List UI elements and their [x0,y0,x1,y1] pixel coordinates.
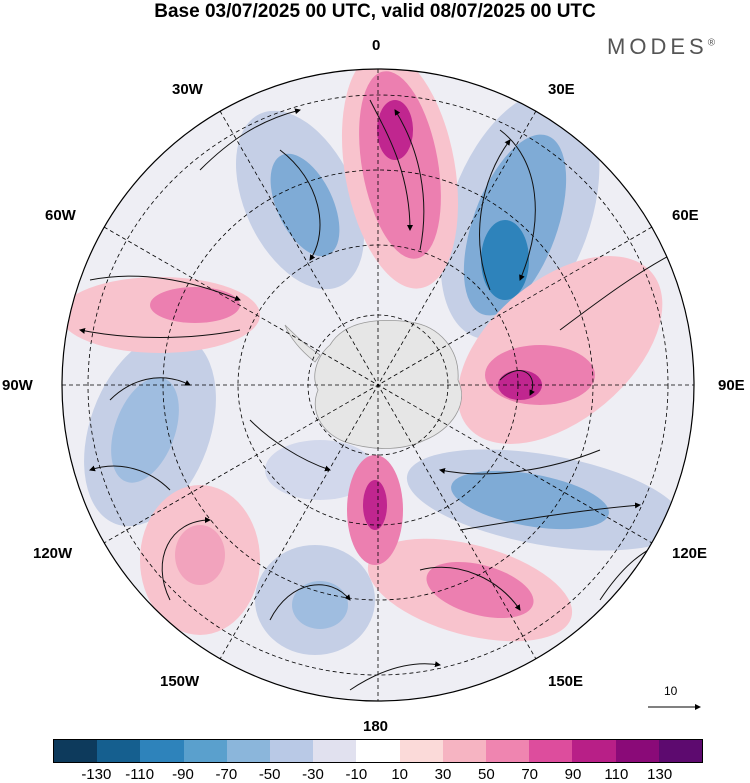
colorbar-tick-label: 90 [564,766,582,783]
colorbar-swatch [658,740,703,762]
colorbar-swatch [313,740,357,762]
lon-label-150w: 150W [160,673,200,690]
graticule [62,69,694,701]
colorbar-swatch [54,740,98,762]
antarctic-peninsula [284,324,321,363]
antarctica-landmass [314,320,462,449]
colorbar-tick-label: -110 [125,766,155,783]
colorbar-swatch [486,740,530,762]
colorbar-swatch [97,740,141,762]
lon-label-30w: 30W [172,81,203,98]
colorbar-swatch [442,740,487,762]
anomaly-field [62,69,694,701]
map-border [61,68,695,702]
colorbar-tick-label: 10 [391,766,408,783]
positive-anomaly-d-core [175,525,225,585]
negative-anomaly-f [265,440,375,500]
colorbar-swatch [270,740,314,762]
positive-anomaly-f-core [363,480,387,530]
lon-label-60w: 60W [45,207,76,224]
lon-label-150e: 150E [548,673,584,690]
colorbar-swatch [615,740,659,762]
streamlines [79,99,681,691]
colorbar-tick-label: -70 [215,766,238,783]
colorbar-swatch [529,740,573,762]
reference-vector-label: 10 [664,684,678,698]
positive-anomaly-e-core [426,561,534,619]
colorbar-swatch [399,740,443,762]
colorbar-swatch [356,740,400,762]
colorbar-tick-label: 30 [434,766,452,783]
lon-label-120w: 120W [33,545,73,562]
positive-anomaly-c-core [150,287,240,323]
colorbar-tick-label: -10 [345,766,368,783]
colorbar [53,739,703,763]
colorbar-swatch [572,740,616,762]
colorbar-swatch [183,740,227,762]
colorbar-tick-label: -130 [81,766,112,783]
lon-label-90e: 90E [718,377,745,394]
lon-label-30e: 30E [548,81,575,98]
lon-label-0: 0 [372,37,381,54]
lon-label-120e: 120E [672,545,708,562]
colorbar-tick-label: 130 [647,766,673,783]
lon-label-90w: 90W [2,377,33,394]
colorbar-tick-label: -30 [302,766,324,783]
negative-anomaly-a-center [481,220,529,300]
lon-label-60e: 60E [672,207,699,224]
negative-anomaly-d-core [111,377,179,483]
negative-anomaly-e-core [292,581,348,629]
colorbar-tick-label: -90 [172,766,194,783]
negative-anomaly-c-core [270,153,340,257]
colorbar-tick-label: 50 [477,766,495,783]
colorbar-swatch [140,740,184,762]
positive-anomaly-a-core [377,100,413,160]
colorbar-tick-label: -50 [258,766,281,783]
colorbar-swatch [226,740,271,762]
brand-name: MODES [607,34,708,59]
map-title: Base 03/07/2025 00 UTC, valid 08/07/2025… [154,1,596,22]
positive-anomaly-b-mid [485,345,595,405]
lon-label-180: 180 [363,718,389,735]
colorbar-tick-label: 70 [521,766,538,783]
colorbar-tick-label: 110 [604,766,629,783]
modes-logo: MODES® [607,34,715,60]
registered-mark: ® [707,37,716,49]
negative-anomaly-b-core [451,470,609,530]
